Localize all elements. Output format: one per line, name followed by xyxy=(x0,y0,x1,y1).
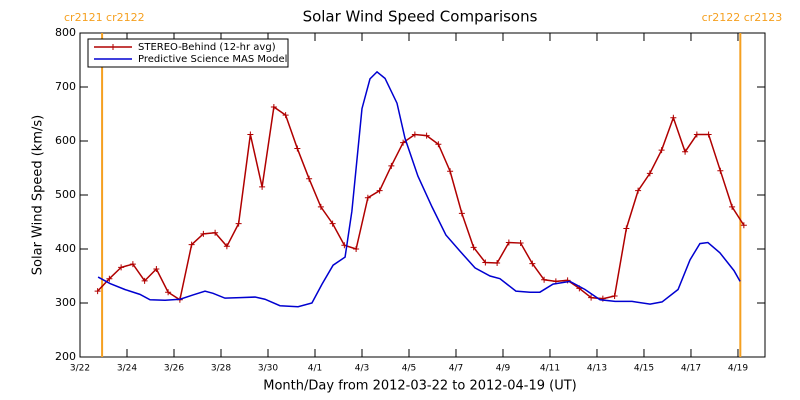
data-point xyxy=(153,265,160,272)
data-point xyxy=(435,141,442,148)
legend-marker xyxy=(110,44,116,50)
data-point xyxy=(294,145,301,152)
y-tick-label: 600 xyxy=(55,134,76,147)
legend-label: Predictive Science MAS Model xyxy=(138,54,287,65)
y-tick-label: 200 xyxy=(55,350,76,363)
x-tick-label: 4/15 xyxy=(634,364,654,374)
data-point xyxy=(364,194,371,201)
x-tick-label: 4/7 xyxy=(449,364,463,374)
y-tick-label: 700 xyxy=(55,80,76,93)
data-point xyxy=(106,275,113,282)
x-tick-label: 4/5 xyxy=(402,364,416,374)
data-point xyxy=(223,243,230,250)
boundary-label: cr2122 cr2123 xyxy=(702,11,783,24)
series-line xyxy=(97,70,741,308)
y-axis-label: Solar Wind Speed (km/s) xyxy=(31,115,46,275)
data-point xyxy=(729,203,736,210)
x-axis-label: Month/Day from 2012-03-22 to 2012-04-19 … xyxy=(263,379,576,394)
data-point xyxy=(635,187,642,194)
data-point xyxy=(259,183,266,190)
y-tick-label: 500 xyxy=(55,188,76,201)
data-point xyxy=(470,244,477,251)
x-tick-label: 3/24 xyxy=(117,364,137,374)
data-point xyxy=(247,131,254,138)
data-point xyxy=(388,162,395,169)
data-point xyxy=(212,229,219,236)
x-tick-label: 4/19 xyxy=(728,364,748,374)
x-tick-label: 4/13 xyxy=(587,364,607,374)
x-tick-label: 4/1 xyxy=(308,364,322,374)
data-point xyxy=(353,246,360,252)
data-point xyxy=(494,260,501,267)
data-point xyxy=(670,114,677,121)
data-point xyxy=(517,240,524,247)
data-point xyxy=(740,222,747,229)
data-point xyxy=(646,170,653,177)
y-tick-label: 400 xyxy=(55,242,76,255)
x-tick-label: 4/17 xyxy=(681,364,701,374)
x-tick-label: 3/30 xyxy=(258,364,278,374)
data-point xyxy=(423,132,430,139)
legend-label: STEREO-Behind (12-hr avg) xyxy=(138,42,276,53)
data-point xyxy=(693,131,700,138)
boundary-label: cr2121 cr2122 xyxy=(64,11,145,24)
data-point xyxy=(141,277,148,284)
x-tick-label: 3/26 xyxy=(164,364,184,374)
data-point xyxy=(165,289,172,296)
data-point xyxy=(235,220,242,227)
legend-box xyxy=(87,38,289,68)
x-tick-label: 3/28 xyxy=(211,364,231,374)
data-point xyxy=(623,225,630,232)
data-point xyxy=(458,210,465,217)
chart-title: Solar Wind Speed Comparisons xyxy=(303,8,538,26)
data-point xyxy=(505,239,512,246)
data-point xyxy=(529,260,536,267)
x-tick-label: 3/22 xyxy=(70,364,90,374)
data-point xyxy=(94,288,101,295)
data-point xyxy=(541,276,548,283)
data-point xyxy=(129,261,136,268)
data-point xyxy=(400,139,407,146)
data-point xyxy=(118,264,125,271)
data-point xyxy=(270,103,277,110)
data-point xyxy=(682,148,689,155)
y-tick-label: 300 xyxy=(55,296,76,309)
series-line xyxy=(97,105,745,301)
data-point xyxy=(411,131,418,138)
x-tick-label: 4/11 xyxy=(540,364,560,374)
x-tick-label: 4/9 xyxy=(496,364,511,374)
data-point xyxy=(282,112,289,119)
data-point xyxy=(306,175,313,182)
y-tick-label: 800 xyxy=(55,26,76,39)
data-point xyxy=(482,259,489,266)
data-point xyxy=(317,203,324,210)
data-point xyxy=(188,241,195,248)
data-point xyxy=(376,187,383,194)
data-point xyxy=(588,294,595,301)
data-point xyxy=(705,131,712,138)
data-point xyxy=(717,167,724,174)
data-point xyxy=(611,292,618,299)
plot-frame xyxy=(79,32,766,358)
data-point xyxy=(447,168,454,175)
data-point xyxy=(329,220,336,227)
x-tick-label: 4/3 xyxy=(355,364,369,374)
data-point xyxy=(658,147,665,154)
data-point xyxy=(200,230,207,237)
